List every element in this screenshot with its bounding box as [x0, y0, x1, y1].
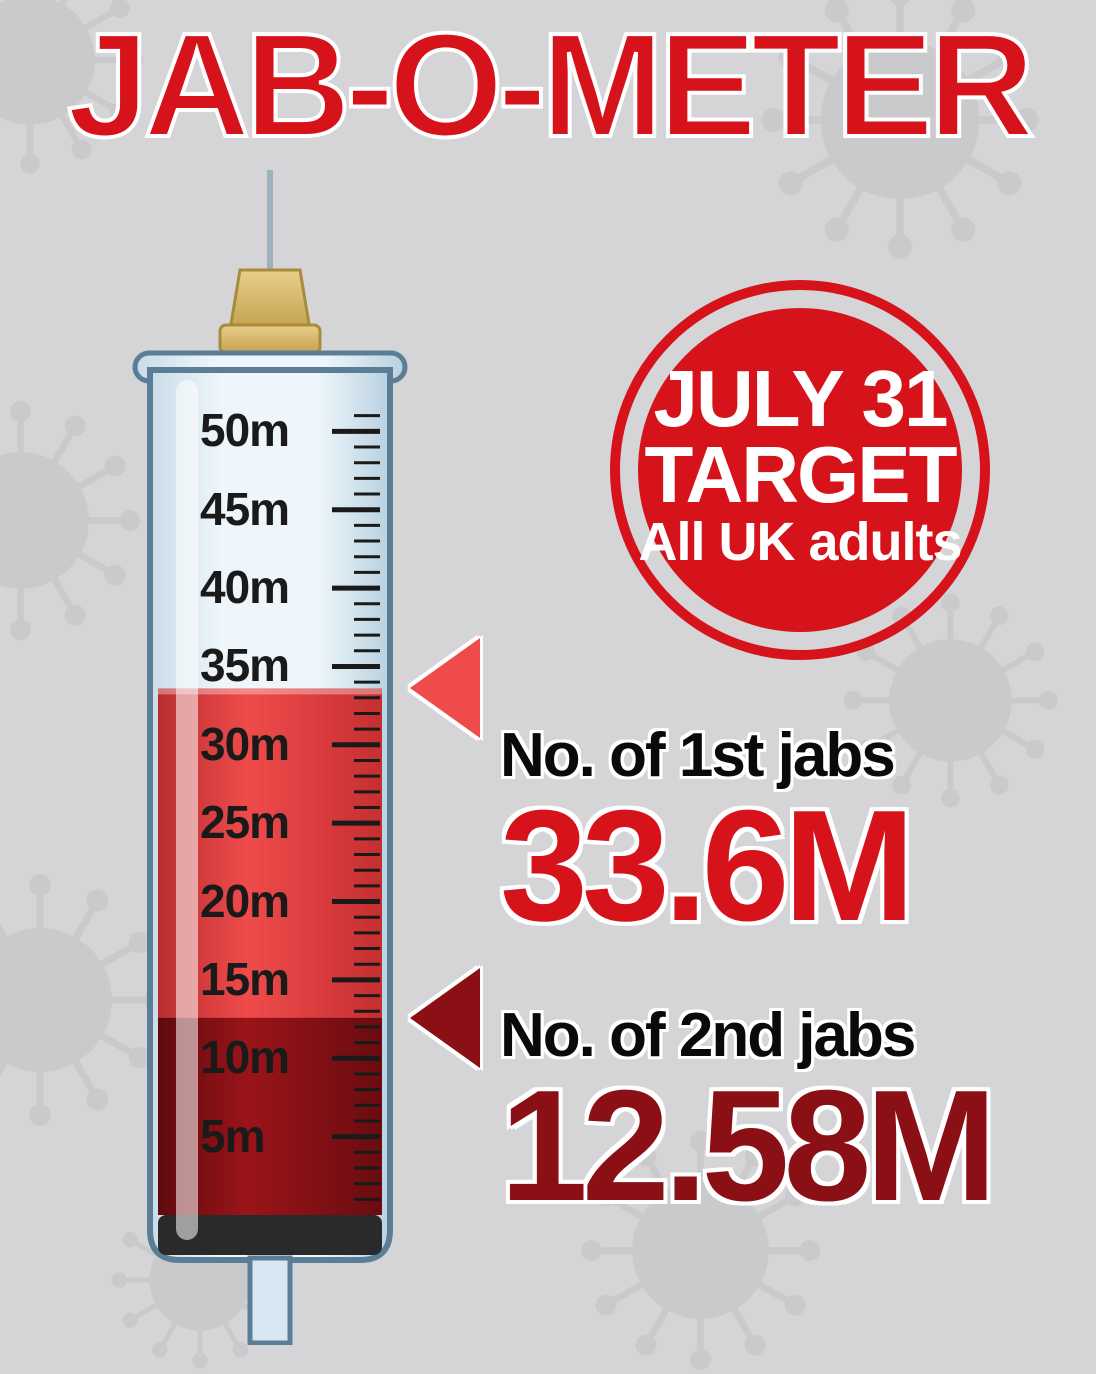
scale-label: 50m — [200, 403, 289, 457]
second-jabs-pointer-icon — [410, 968, 480, 1068]
main-title: JAB-O-METER — [0, 12, 1096, 160]
target-badge: JULY 31 TARGET All UK adults — [610, 280, 990, 660]
second-jabs-stat: No. of 2nd jabs 12.58M — [500, 1000, 1060, 1221]
target-core: JULY 31 TARGET All UK adults — [638, 308, 962, 632]
second-jabs-value: 12.58M — [500, 1071, 1060, 1221]
scale-label: 30m — [200, 717, 289, 771]
scale-label: 25m — [200, 795, 289, 849]
scale-label: 40m — [200, 560, 289, 614]
target-line1: JULY 31 — [654, 361, 947, 437]
scale-label: 5m — [200, 1109, 264, 1163]
scale-label: 20m — [200, 874, 289, 928]
first-jabs-pointer-icon — [410, 638, 480, 738]
first-jabs-value: 33.6M — [500, 791, 1060, 941]
first-jabs-stat: No. of 1st jabs 33.6M — [500, 720, 1060, 941]
scale-label: 10m — [200, 1030, 289, 1084]
scale-label: 15m — [200, 952, 289, 1006]
target-line3: All UK adults — [638, 517, 961, 568]
scale-label: 45m — [200, 482, 289, 536]
scale-label: 35m — [200, 638, 289, 692]
target-line2: TARGET — [645, 437, 956, 513]
